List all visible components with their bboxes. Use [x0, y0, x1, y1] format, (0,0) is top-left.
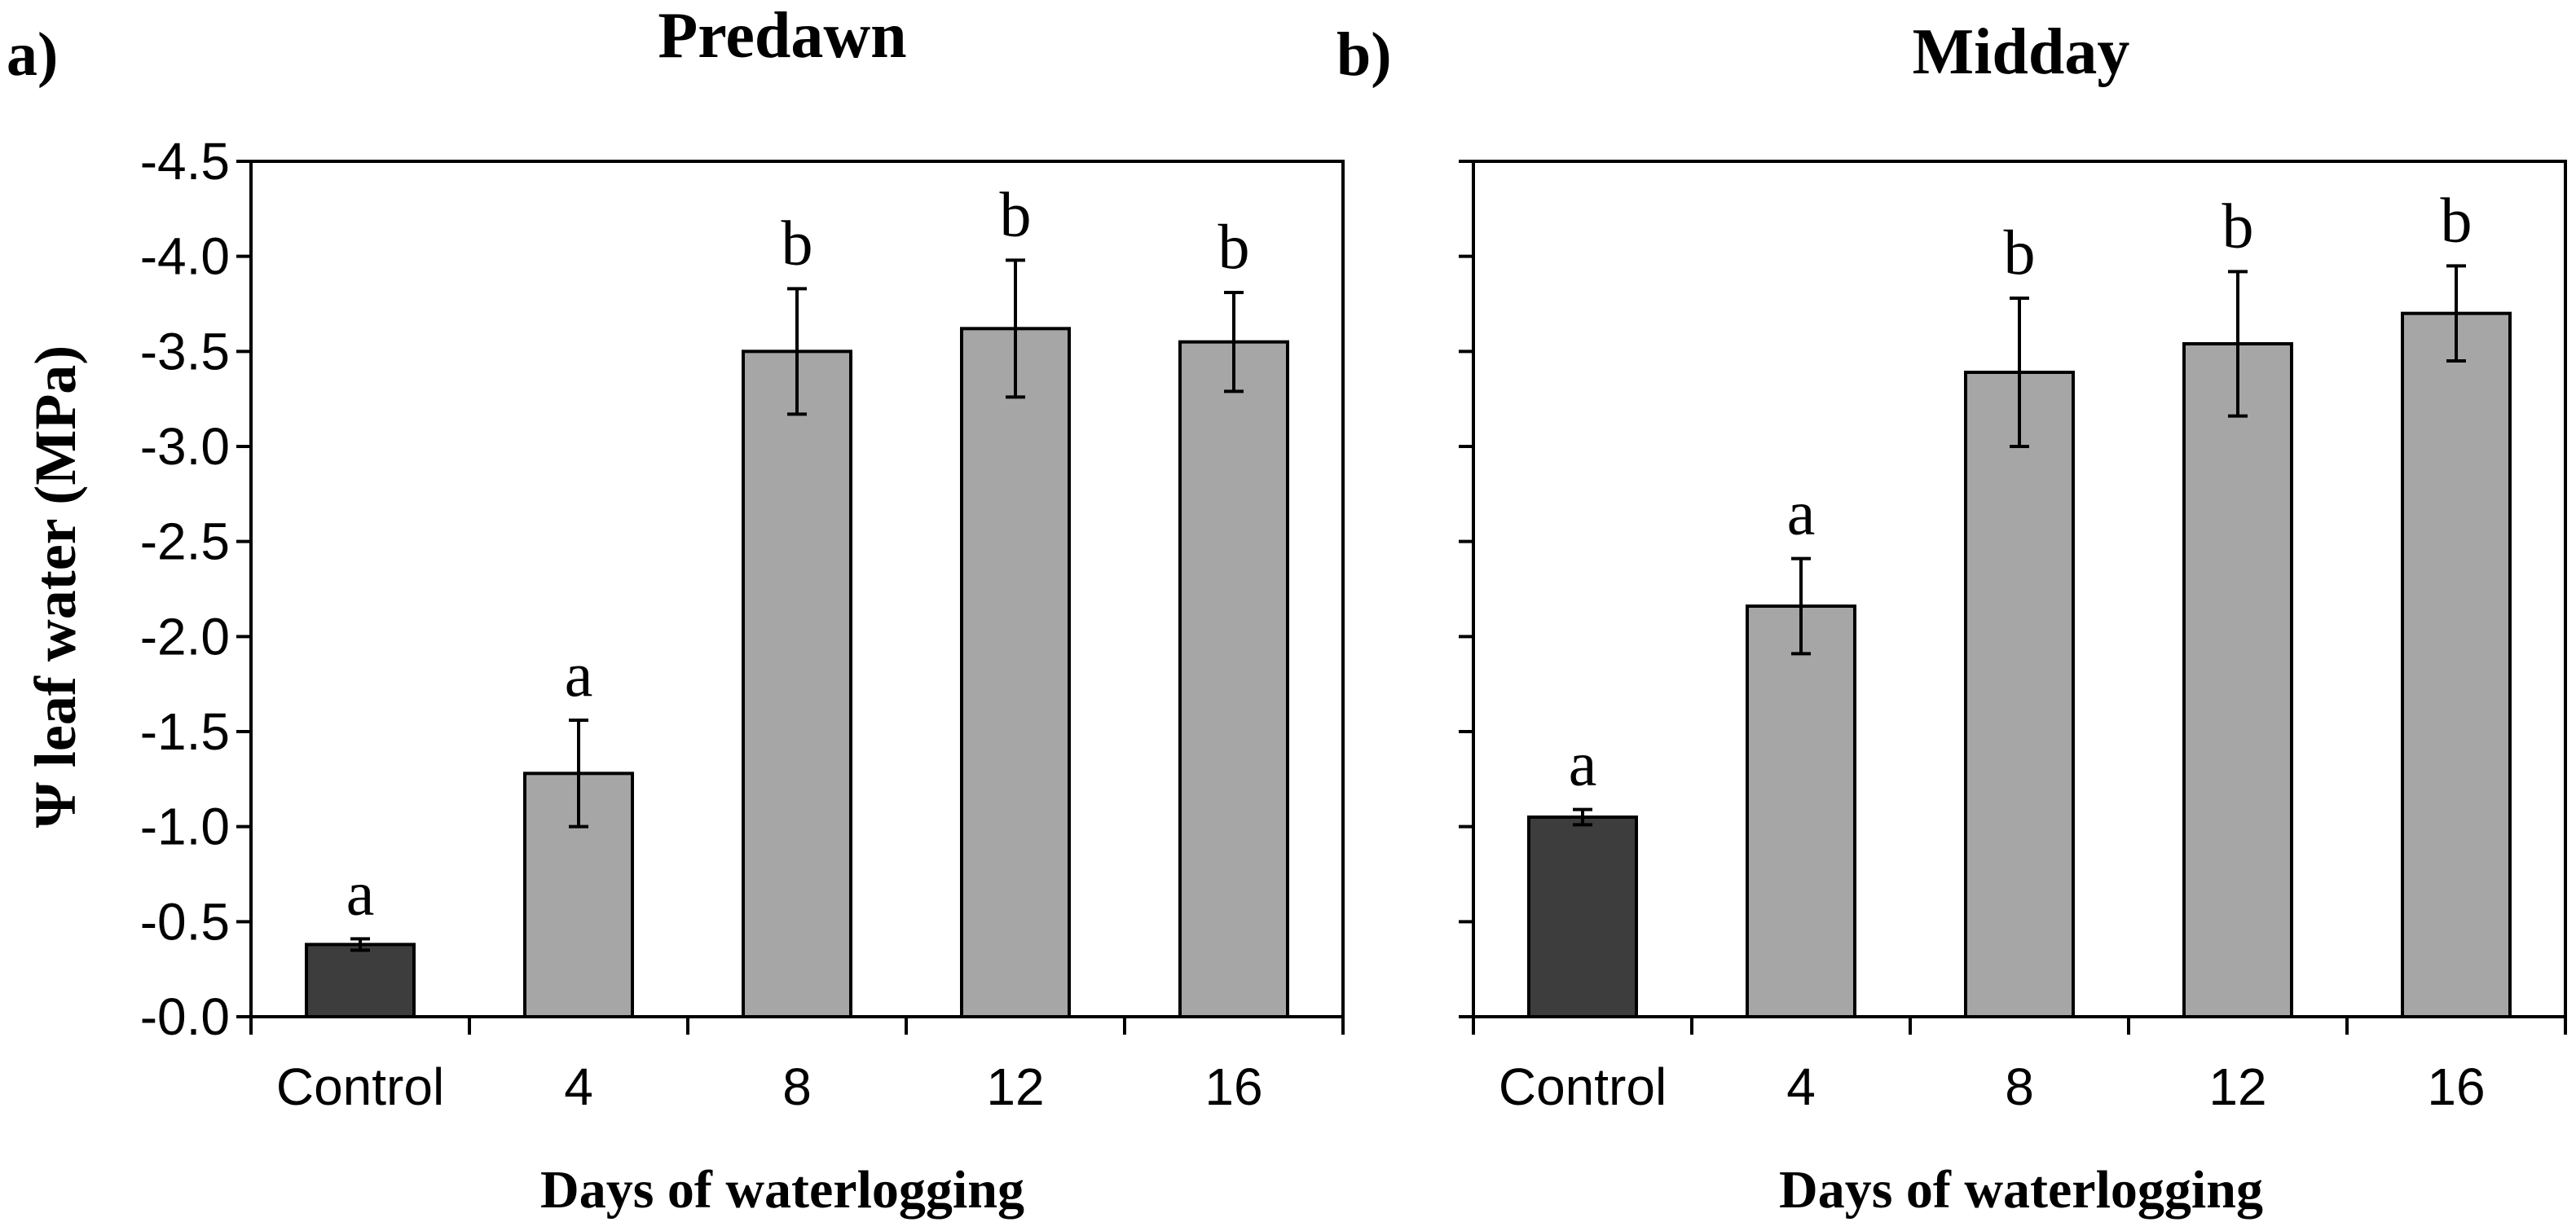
predawn-y-tick-label: -1.0 [140, 798, 230, 856]
midday-significance-label: b [2222, 190, 2254, 261]
predawn-significance-label: b [1218, 211, 1250, 282]
predawn-bar-16 [1178, 340, 1289, 1018]
midday-bar-8 [1964, 371, 2075, 1018]
predawn-plot-area: -0.0 -0.5 -1.0 -1.5 -2.0 -2.5 -3.0 -3.5 -4.0 -4.5… [140, 132, 1345, 1116]
predawn-y-tick-label: -3.5 [140, 322, 230, 380]
predawn-y-tick-label: -3.0 [140, 417, 230, 476]
predawn-significance-label: b [782, 207, 813, 278]
midday-bar-4 [1746, 605, 1856, 1018]
predawn-bar-control [305, 943, 416, 1019]
midday-title: Midday [1913, 16, 2130, 88]
predawn-y-tick-label: -2.0 [140, 607, 230, 666]
midday-significance-label: a [1569, 728, 1597, 799]
predawn-bar-8 [742, 350, 852, 1019]
predawn-x-axis-label: Days of waterlogging [540, 1160, 1024, 1220]
predawn-bar-12 [960, 327, 1071, 1019]
midday-x-tick-label: 8 [2005, 1057, 2034, 1116]
midday-x-tick-label: 16 [2427, 1057, 2485, 1116]
midday-significance-label: b [2441, 184, 2473, 255]
predawn-y-tick-label: -0.5 [140, 892, 230, 951]
midday-plot-area: a Control a 4 b 8 b 12 b 16 [1459, 160, 2567, 1116]
midday-x-tick-label: Control [1499, 1057, 1667, 1116]
predawn-x-tick-label: 16 [1204, 1057, 1262, 1116]
panel-b-letter: b) [1336, 20, 1392, 89]
predawn-x-tick-label: 12 [986, 1057, 1044, 1116]
panel-a-letter: a) [7, 20, 58, 89]
predawn-significance-label: b [1000, 178, 1032, 249]
midday-bar-16 [2401, 311, 2512, 1018]
midday-significance-label: b [2004, 217, 2036, 288]
predawn-title: Predawn [658, 0, 906, 72]
midday-x-tick-label: 4 [1786, 1057, 1816, 1116]
midday-panel: b) Midday a Control a 4 b 8 b 12 b 16 Days of wat… [1336, 16, 2567, 1220]
predawn-x-tick-label: 8 [782, 1057, 812, 1116]
predawn-y-tick-label: -1.5 [140, 702, 230, 761]
predawn-y-tick-label: -2.5 [140, 512, 230, 571]
predawn-x-tick-label: 4 [564, 1057, 593, 1116]
midday-bar-control [1527, 816, 1638, 1018]
predawn-y-tick-label: -4.5 [140, 132, 230, 191]
predawn-significance-label: a [565, 639, 593, 710]
predawn-significance-label: a [346, 857, 375, 928]
predawn-panel: a) Predawn -0.0-0.5-1.0-1.5-2.0-2.5-3.0-… [7, 0, 1345, 1220]
predawn-y-tick-label: -0.0 [140, 987, 230, 1046]
midday-bar-12 [2182, 342, 2293, 1018]
midday-significance-label: a [1787, 477, 1816, 548]
y-axis-label: Ψ leaf water (MPa) [23, 345, 88, 829]
midday-x-tick-label: 12 [2208, 1057, 2266, 1116]
predawn-x-tick-label: Control [276, 1057, 444, 1116]
predawn-y-tick-label: -4.0 [140, 227, 230, 286]
midday-x-axis-label: Days of waterlogging [1779, 1160, 2263, 1220]
